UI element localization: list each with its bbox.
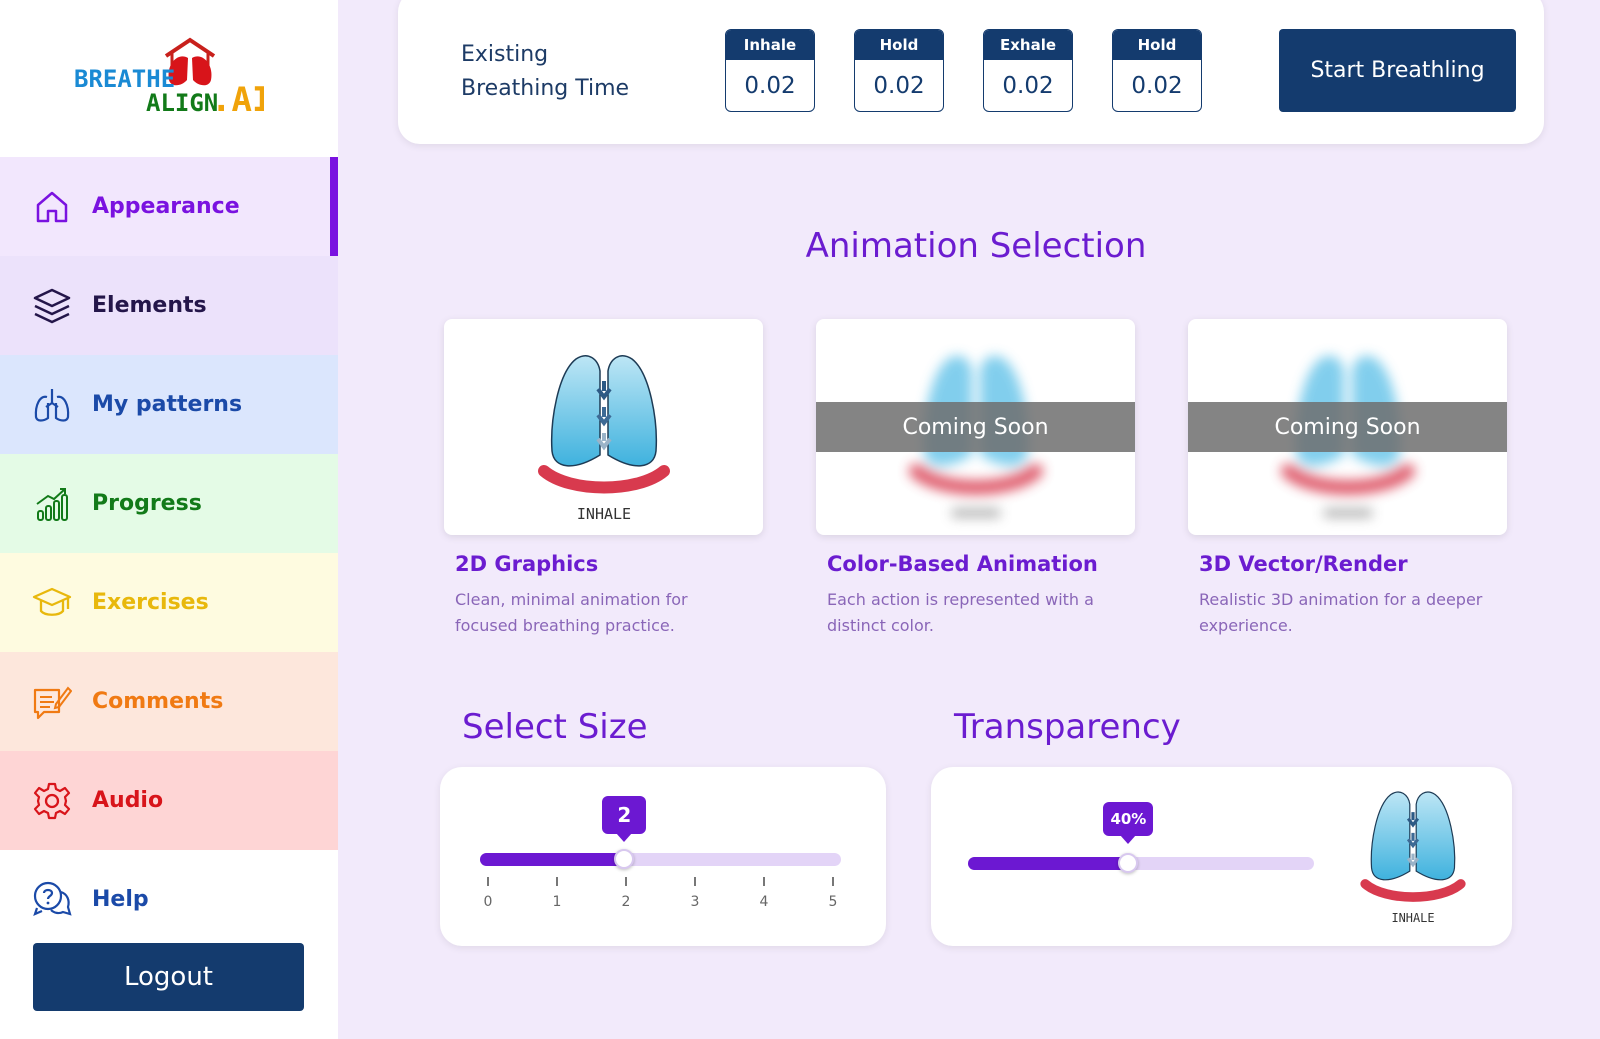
breathing-time-bar: Existing Breathing Time Inhale 0.02 Hold… xyxy=(398,0,1544,144)
coming-soon-overlay: Coming Soon xyxy=(1188,402,1507,452)
start-breathing-button[interactable]: Start Breathling xyxy=(1279,29,1516,112)
size-tick xyxy=(487,877,489,886)
animation-card-3d[interactable]: Coming Soon xyxy=(1188,319,1507,535)
sidebar-item-progress[interactable]: Progress xyxy=(0,454,338,553)
card-title-2d: 2D Graphics xyxy=(455,552,599,576)
size-tick-label: 0 xyxy=(483,894,493,910)
size-tick-label: 4 xyxy=(759,894,769,910)
lungs-icon xyxy=(32,385,72,425)
animation-card-color[interactable]: Coming Soon xyxy=(816,319,1135,535)
sidebar-item-label: Progress xyxy=(92,491,202,516)
comment-icon xyxy=(32,682,72,722)
logout-button[interactable]: Logout xyxy=(33,943,304,1011)
size-slider-panel: 2 0 1 2 3 4 5 xyxy=(440,767,886,946)
sidebar-item-elements[interactable]: Elements xyxy=(0,256,338,355)
sidebar-item-label: Help xyxy=(92,887,149,912)
home-icon xyxy=(32,187,72,227)
inhale-time-box[interactable]: Inhale 0.02 xyxy=(725,29,815,112)
transparency-slider-panel: 40% INHALE xyxy=(931,767,1512,946)
transparency-title: Transparency xyxy=(954,707,1181,747)
card-desc-color: Each action is represented with a distin… xyxy=(827,590,1094,635)
size-tick-label: 1 xyxy=(552,894,562,910)
brand-logo[interactable]: BREATHE ALIGN .AI xyxy=(0,0,338,157)
chart-icon xyxy=(32,484,72,524)
size-slider-thumb[interactable] xyxy=(614,849,635,869)
transparency-preview: INHALE xyxy=(1354,787,1472,929)
hold-time-box-2[interactable]: Hold 0.02 xyxy=(1112,29,1202,112)
size-slider-track[interactable] xyxy=(480,853,841,866)
sidebar-item-comments[interactable]: Comments xyxy=(0,652,338,751)
sidebar-item-audio[interactable]: Audio xyxy=(0,751,338,850)
transparency-slider-fill xyxy=(968,857,1129,870)
sidebar-item-label: Audio xyxy=(92,788,164,813)
transparency-slider-thumb[interactable] xyxy=(1118,853,1139,873)
hold-time-box[interactable]: Hold 0.02 xyxy=(854,29,944,112)
layers-icon xyxy=(32,286,72,326)
sidebar-item-exercises[interactable]: Exercises xyxy=(0,553,338,652)
card-desc-3d: Realistic 3D animation for a deeper expe… xyxy=(1199,590,1483,635)
svg-text:ALIGN: ALIGN xyxy=(146,89,218,116)
size-tick xyxy=(832,877,834,886)
size-tick xyxy=(763,877,765,886)
svg-text:INHALE: INHALE xyxy=(1391,911,1434,925)
sidebar-item-label: Exercises xyxy=(92,590,209,615)
coming-soon-overlay: Coming Soon xyxy=(816,402,1135,452)
sidebar-item-label: Elements xyxy=(92,293,207,318)
sidebar-item-label: Comments xyxy=(92,689,224,714)
svg-text:INHALE: INHALE xyxy=(577,505,631,521)
sidebar-item-label: Appearance xyxy=(92,194,240,219)
transparency-slider-track[interactable] xyxy=(968,857,1314,870)
size-tick-label: 2 xyxy=(621,894,631,910)
animation-selection-title: Animation Selection xyxy=(805,226,1147,266)
sidebar-item-help[interactable]: Help xyxy=(0,850,338,949)
size-tick xyxy=(694,877,696,886)
sidebar-item-appearance[interactable]: Appearance xyxy=(0,157,338,256)
size-value-bubble: 2 xyxy=(602,796,647,842)
active-indicator xyxy=(330,157,338,256)
select-size-title: Select Size xyxy=(462,707,648,747)
sidebar: BREATHE ALIGN .AI Appearance Elements My… xyxy=(0,0,338,1039)
size-tick xyxy=(625,877,627,886)
gear-icon xyxy=(32,781,72,821)
size-tick xyxy=(556,877,558,886)
existing-breathing-time-label: Existing Breathing Time xyxy=(461,42,630,101)
logo-icon: BREATHE ALIGN .AI xyxy=(74,37,264,116)
card-desc-2d: Clean, minimal animation for focused bre… xyxy=(455,590,688,635)
card-title-3d: 3D Vector/Render xyxy=(1199,552,1408,576)
size-tick-label: 5 xyxy=(828,894,838,910)
sidebar-item-my-patterns[interactable]: My patterns xyxy=(0,355,338,454)
card-title-color: Color-Based Animation xyxy=(827,552,1098,576)
svg-text:.AI: .AI xyxy=(211,80,264,116)
exhale-time-box[interactable]: Exhale 0.02 xyxy=(983,29,1073,112)
svg-text:BREATHE: BREATHE xyxy=(74,65,175,93)
sidebar-item-label: My patterns xyxy=(92,392,243,417)
size-tick-label: 3 xyxy=(690,894,700,910)
help-chat-icon xyxy=(32,880,72,920)
animation-card-2d[interactable]: INHALE xyxy=(444,319,763,535)
graduation-cap-icon xyxy=(32,583,72,623)
transparency-value-bubble: 40% xyxy=(1103,802,1154,844)
lungs-illustration: INHALE xyxy=(530,351,678,525)
size-slider-fill xyxy=(480,853,625,866)
